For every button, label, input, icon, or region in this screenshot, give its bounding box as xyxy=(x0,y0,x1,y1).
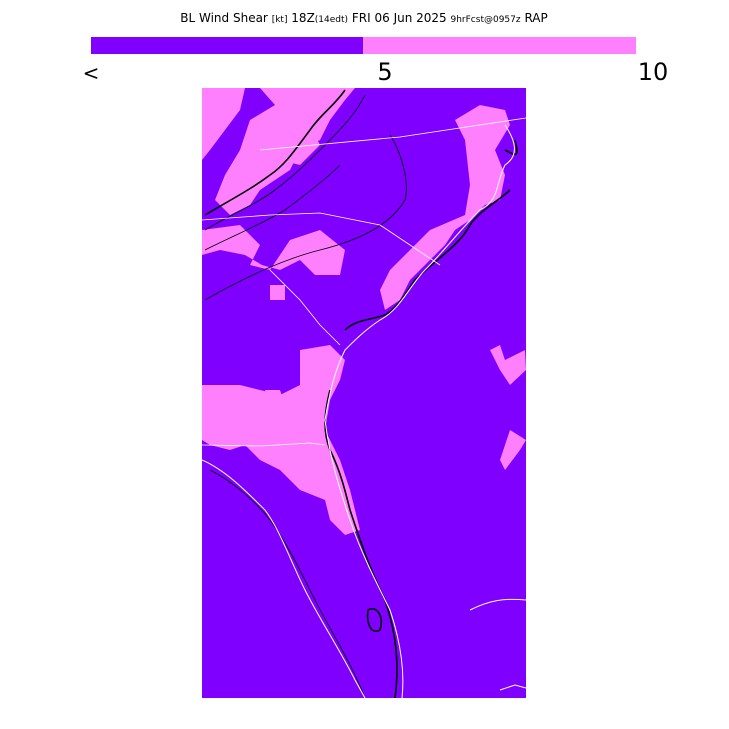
title-units: [kt] xyxy=(272,15,288,25)
boundaries xyxy=(202,117,526,698)
title-date: FRI 06 Jun 2025 xyxy=(352,11,447,25)
title-parameter: BL Wind Shear xyxy=(180,11,268,25)
contour-lines xyxy=(204,89,518,698)
title-model: RAP xyxy=(524,11,547,25)
legend-label: 5 xyxy=(377,58,392,86)
legend-label: < xyxy=(83,61,100,85)
map-title: BL Wind Shear [kt] 18Z(14edt) FRI 06 Jun… xyxy=(180,11,547,25)
map-panel xyxy=(202,88,526,698)
legend-color-low xyxy=(91,37,363,54)
legend-color-high xyxy=(363,37,636,54)
shade-regions xyxy=(202,88,526,535)
legend-label: 10 xyxy=(638,58,669,86)
title-local-time: (14edt) xyxy=(315,15,348,25)
title-time: 18Z xyxy=(291,11,315,25)
title-forecast: 9hrFcst@0957z xyxy=(451,15,521,25)
